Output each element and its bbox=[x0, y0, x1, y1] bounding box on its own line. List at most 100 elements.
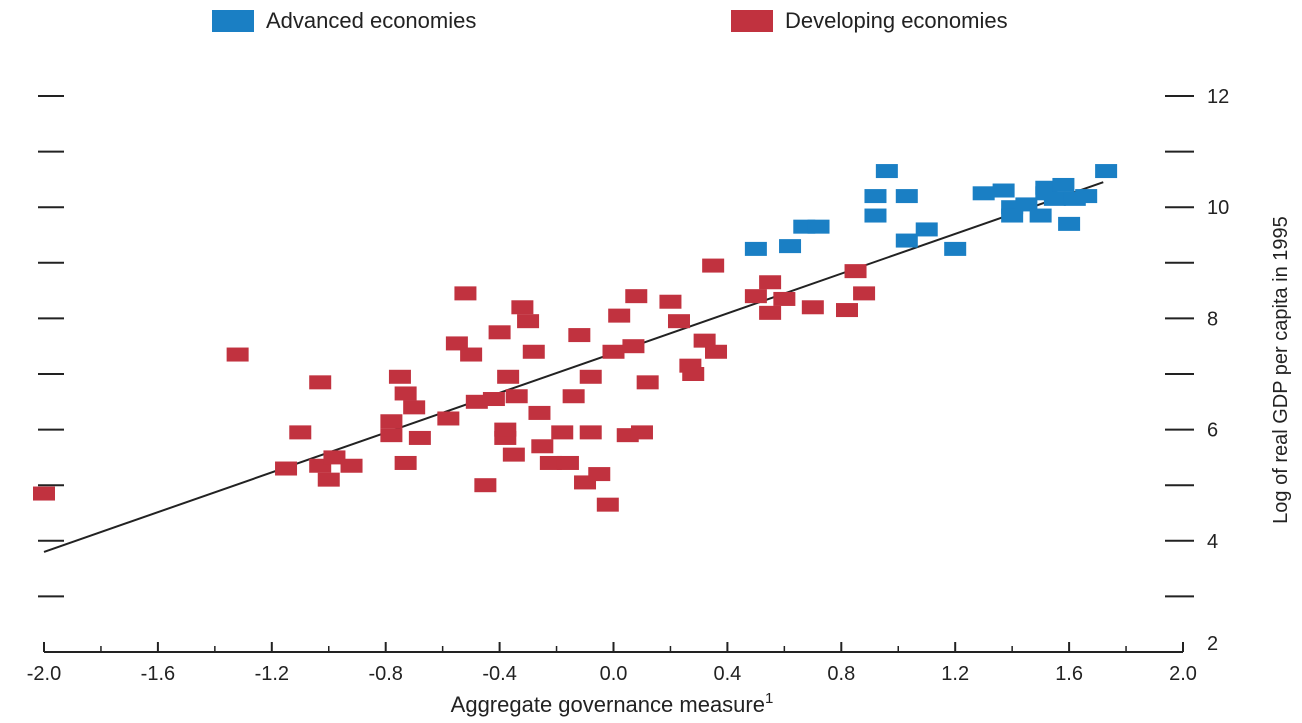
developing-economy-point bbox=[380, 428, 403, 443]
developing-economy-point bbox=[388, 369, 411, 384]
developing-economy-point bbox=[596, 497, 619, 512]
developing-economy-point bbox=[622, 339, 645, 354]
legend-swatch-advanced bbox=[212, 10, 254, 32]
developing-economy-point bbox=[317, 472, 340, 487]
developing-economy-point bbox=[408, 430, 431, 445]
developing-economy-point bbox=[531, 439, 554, 454]
developing-economy-point bbox=[568, 328, 591, 343]
y-axis-label: Log of real GDP per capita in 1995 bbox=[1270, 216, 1292, 524]
developing-economy-point bbox=[801, 300, 824, 315]
developing-economy-point bbox=[705, 344, 728, 359]
developing-economy-point bbox=[403, 400, 426, 415]
legend-label-advanced: Advanced economies bbox=[266, 8, 477, 33]
y-tick-label: 4 bbox=[1207, 531, 1218, 553]
developing-economy-point bbox=[309, 375, 332, 390]
developing-economy-point bbox=[636, 375, 659, 390]
developing-economy-point bbox=[445, 336, 468, 351]
advanced-economy-point bbox=[972, 186, 995, 201]
advanced-economy-point bbox=[1043, 191, 1066, 206]
developing-economy-point bbox=[511, 300, 534, 315]
x-tick-label: 0.0 bbox=[600, 663, 628, 685]
developing-economy-point bbox=[323, 450, 346, 465]
developing-economy-point bbox=[517, 314, 540, 329]
x-tick-label: -2.0 bbox=[27, 663, 61, 685]
developing-economy-point bbox=[608, 308, 631, 323]
advanced-economy-point bbox=[1001, 208, 1024, 223]
advanced-economy-point bbox=[944, 241, 967, 256]
developing-economy-point bbox=[551, 425, 574, 440]
advanced-economy-point bbox=[915, 222, 938, 237]
y-tick-label: 2 bbox=[1207, 633, 1218, 655]
developing-economy-point bbox=[522, 344, 545, 359]
developing-economy-point bbox=[275, 461, 298, 476]
x-tick-label: -0.4 bbox=[482, 663, 516, 685]
developing-economy-point bbox=[602, 344, 625, 359]
developing-economy-point bbox=[539, 455, 562, 470]
advanced-economy-point bbox=[744, 241, 767, 256]
legend: Advanced economies Developing economies bbox=[0, 8, 1302, 40]
x-tick-label: 1.2 bbox=[941, 663, 969, 685]
x-tick-label: -1.2 bbox=[255, 663, 289, 685]
developing-economy-point bbox=[454, 286, 477, 301]
x-axis-label: Aggregate governance measure1 bbox=[451, 690, 774, 717]
developing-economy-point bbox=[505, 389, 528, 404]
developing-economy-point bbox=[702, 258, 725, 273]
developing-economy-point bbox=[579, 425, 602, 440]
advanced-economy-point bbox=[1058, 216, 1081, 231]
developing-economy-point bbox=[502, 447, 525, 462]
y-tick-label: 12 bbox=[1207, 86, 1229, 108]
developing-economy-point bbox=[562, 389, 585, 404]
developing-economy-point bbox=[682, 367, 705, 381]
developing-economy-point bbox=[835, 303, 858, 318]
x-tick-label: 0.4 bbox=[713, 663, 741, 685]
developing-economy-point bbox=[853, 286, 876, 301]
developing-economy-point bbox=[340, 458, 363, 473]
developing-economy-point bbox=[33, 486, 55, 501]
advanced-economy-point bbox=[992, 183, 1015, 198]
advanced-economy-point bbox=[1075, 189, 1098, 204]
advanced-economy-point bbox=[864, 189, 887, 204]
advanced-economy-point bbox=[1052, 177, 1075, 192]
developing-economy-point bbox=[394, 455, 417, 470]
y-tick-label: 6 bbox=[1207, 420, 1218, 442]
developing-economy-point bbox=[667, 314, 690, 329]
developing-economy-point bbox=[460, 347, 483, 362]
y-tick-label: 10 bbox=[1207, 197, 1229, 219]
developing-economy-point bbox=[759, 275, 782, 290]
x-axis-label-text: Aggregate governance measure bbox=[451, 692, 765, 717]
data-points bbox=[33, 164, 1118, 512]
developing-economy-point bbox=[494, 422, 517, 437]
developing-economy-point bbox=[488, 325, 511, 340]
developing-economy-point bbox=[482, 392, 505, 407]
y-tick-label: 8 bbox=[1207, 308, 1218, 330]
legend-swatch-developing bbox=[731, 10, 773, 32]
legend-item-advanced: Advanced economies bbox=[212, 8, 476, 34]
advanced-economy-point bbox=[779, 239, 802, 254]
axes: -2.0 -1.6 -1.2 -0.8 -0.4 0.0 0.4 0.8 1.2 1.6 2.0 2 4… bbox=[27, 86, 1229, 685]
advanced-economy-point bbox=[864, 208, 887, 223]
developing-economy-point bbox=[744, 289, 767, 304]
developing-economy-point bbox=[556, 455, 579, 470]
x-tick-label: 2.0 bbox=[1169, 663, 1197, 685]
developing-economy-point bbox=[226, 347, 249, 362]
legend-label-developing: Developing economies bbox=[785, 8, 1008, 33]
trend-line bbox=[43, 181, 1104, 553]
x-tick-label: -0.8 bbox=[368, 663, 402, 685]
trend-line-group bbox=[43, 181, 1104, 553]
x-tick-label: 1.6 bbox=[1055, 663, 1083, 685]
legend-item-developing: Developing economies bbox=[731, 8, 1008, 34]
developing-economy-point bbox=[497, 369, 520, 384]
developing-economy-point bbox=[289, 425, 312, 440]
developing-economy-point bbox=[630, 425, 653, 440]
advanced-economy-point bbox=[875, 164, 898, 179]
developing-economy-point bbox=[844, 264, 867, 279]
advanced-economy-point bbox=[895, 233, 918, 248]
developing-economy-point bbox=[474, 478, 497, 493]
developing-economy-point bbox=[625, 289, 648, 304]
developing-economy-point bbox=[465, 394, 488, 409]
developing-economy-point bbox=[759, 305, 782, 320]
developing-economy-point bbox=[579, 369, 602, 384]
advanced-economy-point bbox=[895, 189, 918, 204]
developing-economy-point bbox=[773, 291, 796, 306]
x-tick-label: -1.6 bbox=[141, 663, 175, 685]
